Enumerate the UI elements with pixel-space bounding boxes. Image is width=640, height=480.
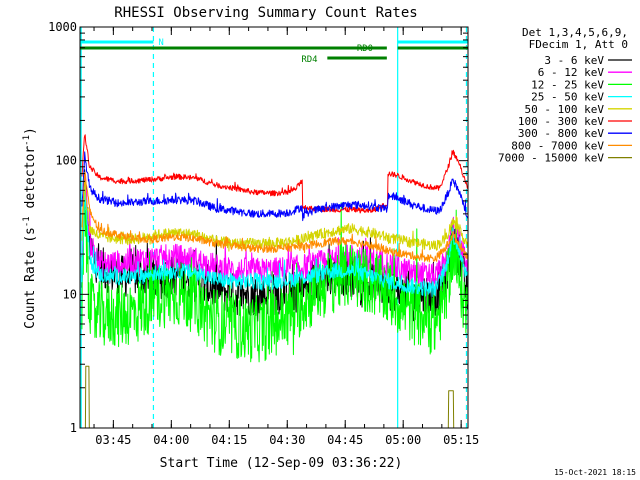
series-line-7	[81, 172, 468, 263]
x-axis-label: Start Time (12-Sep-09 03:36:22)	[160, 456, 403, 471]
y-tick-label: 1	[70, 421, 77, 435]
y-tick-label: 10	[63, 287, 77, 301]
legend-label-8: 7000 - 15000 keV	[498, 152, 604, 165]
series-line-4	[81, 181, 468, 252]
series-line-8	[84, 365, 455, 428]
series-line-3	[81, 183, 468, 297]
x-tick-label: 03:45	[95, 433, 131, 447]
legend-label-4: 50 - 100 keV	[525, 103, 605, 116]
flag-label-n: N	[158, 38, 163, 48]
y-tick-label: 1000	[48, 20, 77, 34]
series-line-2	[81, 176, 468, 363]
legend-header-line: Det 1,3,4,5,6,9,	[522, 26, 628, 39]
legend: Det 1,3,4,5,6,9,FDecim 1, Att 0 3 - 6 keV…	[498, 26, 632, 165]
legend-label-6: 300 - 800 keV	[518, 127, 604, 140]
legend-label-3: 25 - 50 keV	[531, 91, 604, 104]
axes: 03:45 04:00 04:15 04:30 04:45 05:00 05:15 1 10 10…	[48, 20, 479, 447]
series-lines	[81, 134, 468, 428]
legend-label-5: 100 - 300 keV	[518, 115, 604, 128]
plot-area: N RD0 RD4 03:45 04:00 04:15 04:30 04:45 05:00 05…	[48, 20, 479, 447]
legend-label-7: 800 - 7000 keV	[511, 139, 604, 152]
x-tick-label: 04:45	[327, 433, 363, 447]
x-tick-label: 04:00	[153, 433, 189, 447]
x-tick-label: 04:30	[269, 433, 305, 447]
x-tick-label: 05:15	[443, 433, 479, 447]
series-line-6	[81, 151, 468, 222]
plot-frame	[79, 26, 469, 429]
y-tick-label: 100	[55, 154, 77, 168]
x-tick-label: 05:00	[385, 433, 421, 447]
flag-label-rd4: RD4	[301, 55, 317, 65]
chart-title: RHESSI Observing Summary Count Rates	[114, 5, 417, 21]
footer-date: 15-Oct-2021 18:15	[554, 468, 636, 477]
series-line-1	[81, 173, 468, 289]
flag-label-rd0: RD0	[357, 44, 373, 54]
status-flags: N RD0 RD4	[80, 38, 468, 65]
legend-label-1: 6 - 12 keV	[538, 66, 605, 79]
series-line-5	[81, 134, 468, 214]
legend-header-line: FDecim 1, Att 0	[529, 38, 628, 51]
y-axis-label: Count Rate (s-1 detector-1)	[22, 127, 38, 329]
night-markers	[80, 27, 468, 428]
x-tick-label: 04:15	[211, 433, 247, 447]
legend-label-0: 3 - 6 keV	[544, 54, 604, 67]
legend-label-2: 12 - 25 keV	[531, 78, 604, 91]
